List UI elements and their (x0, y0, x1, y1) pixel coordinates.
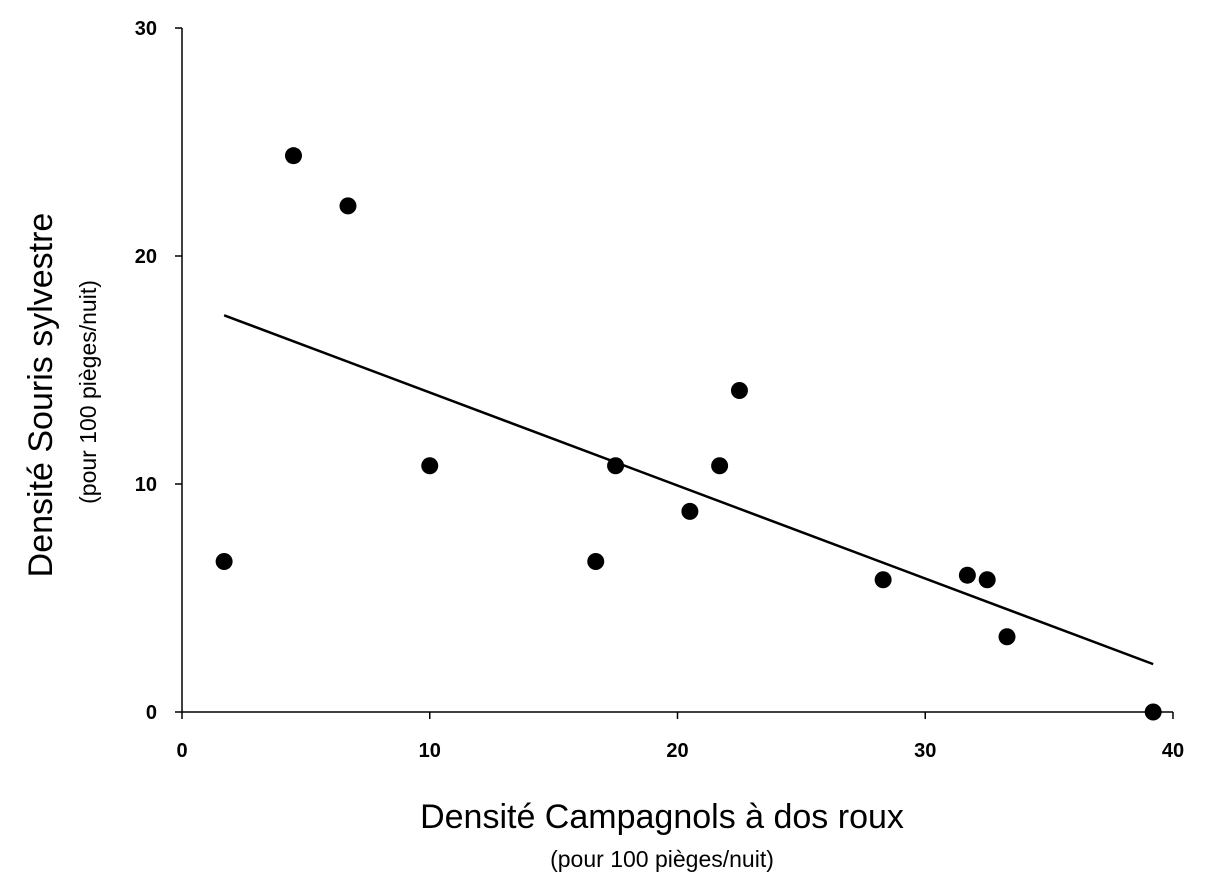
data-points (215, 147, 1162, 721)
data-point (421, 457, 439, 475)
x-ticks: 0 10 20 30 40 (176, 712, 1184, 762)
data-point (1144, 703, 1162, 721)
y-tick-label: 30 (135, 18, 157, 40)
y-axis-subtitle: (pour 100 pièges/nuit) (75, 280, 101, 504)
data-point (998, 628, 1016, 646)
trendline (223, 314, 1154, 666)
data-point (711, 457, 729, 475)
y-tick-label: 10 (135, 474, 157, 496)
data-point (587, 553, 605, 571)
data-point (978, 571, 996, 589)
data-point (730, 382, 748, 400)
x-tick-label: 10 (419, 740, 441, 762)
data-point (958, 566, 976, 584)
data-point (874, 571, 892, 589)
data-point (284, 147, 302, 165)
x-axis-subtitle: (pour 100 pièges/nuit) (550, 846, 774, 872)
data-point (215, 553, 233, 571)
y-axis-title: Densité Souris sylvestre (22, 213, 60, 578)
x-tick-label: 30 (914, 740, 936, 762)
y-ticks: 0 10 20 30 (135, 18, 182, 724)
x-tick-label: 40 (1162, 740, 1184, 762)
y-tick-label: 0 (146, 702, 157, 724)
x-tick-label: 20 (666, 740, 688, 762)
data-point (681, 502, 699, 520)
x-axis-title: Densité Campagnols à dos roux (420, 798, 904, 836)
data-point (339, 197, 357, 215)
y-tick-label: 20 (135, 246, 157, 268)
data-point (607, 457, 625, 475)
x-tick-label: 0 (176, 740, 187, 762)
